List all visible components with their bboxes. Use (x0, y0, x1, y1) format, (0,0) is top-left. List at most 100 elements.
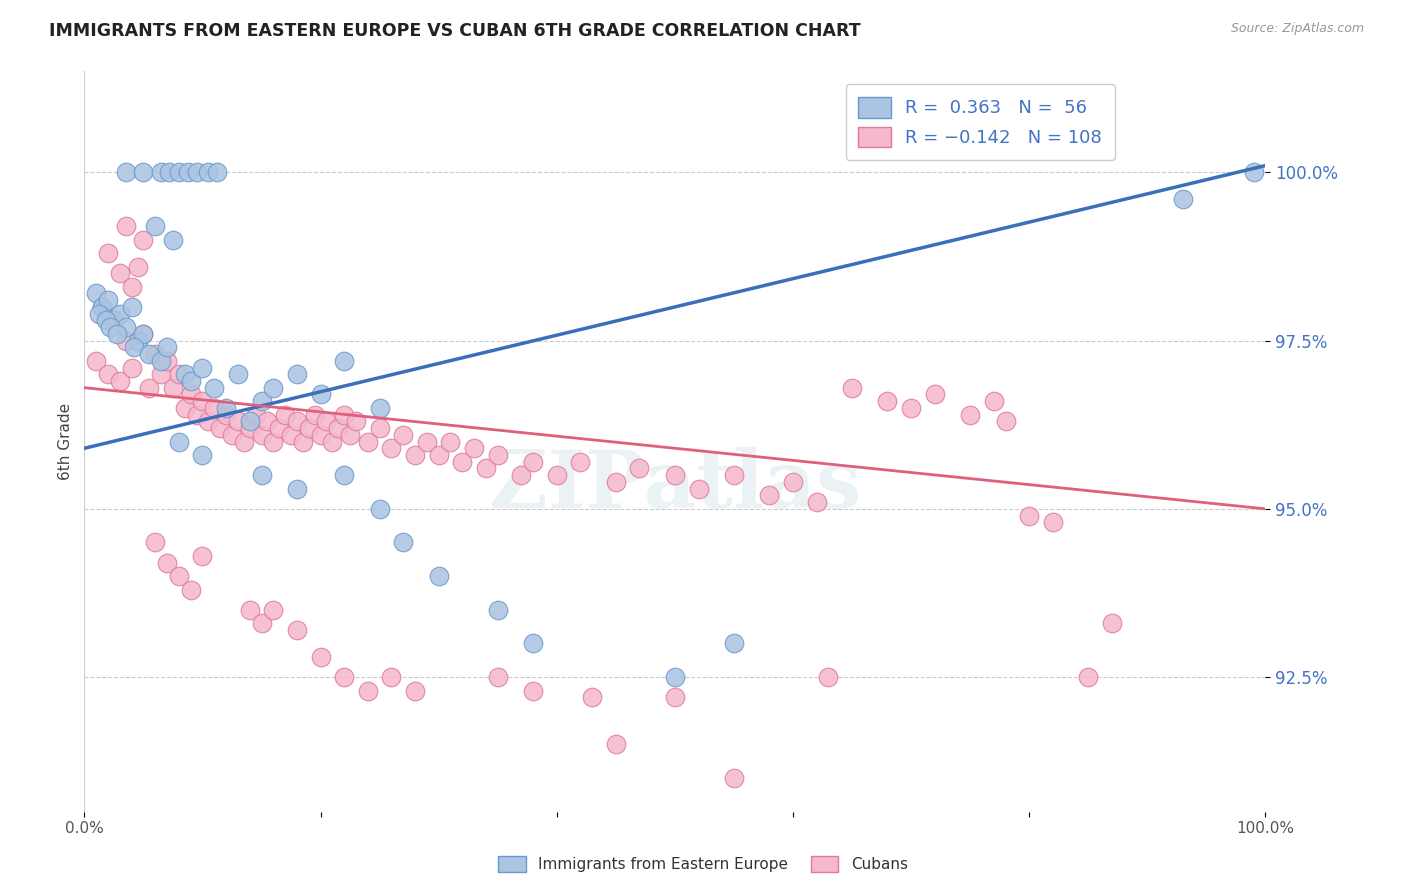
Point (186, 165, 208, 179)
Point (180, 387, 202, 401)
Point (108, 374, 131, 388)
Point (156, 340, 179, 354)
Point (569, 455, 592, 469)
Point (368, 401, 391, 415)
Point (463, 442, 485, 456)
Point (162, 381, 184, 395)
Point (486, 448, 509, 462)
Point (285, 623, 308, 637)
Point (97, 368, 120, 382)
Point (510, 468, 533, 483)
Point (333, 353, 356, 368)
Point (156, 353, 179, 368)
Point (404, 448, 426, 462)
Point (226, 368, 249, 382)
Point (239, 603, 262, 617)
Point (280, 427, 302, 442)
Point (321, 434, 343, 449)
Point (959, 408, 981, 422)
Point (107, 326, 129, 341)
Point (209, 421, 232, 435)
Point (167, 368, 190, 382)
Point (108, 266, 131, 280)
Point (250, 427, 273, 442)
Point (392, 535, 415, 549)
Point (98, 320, 121, 334)
Point (1042, 516, 1064, 530)
Point (404, 683, 426, 698)
Point (817, 670, 839, 684)
Point (256, 414, 278, 428)
Point (475, 461, 498, 475)
Point (723, 771, 745, 785)
Point (215, 401, 238, 415)
Point (628, 461, 651, 475)
Point (91, 300, 114, 314)
Point (269, 421, 291, 435)
Point (180, 582, 202, 597)
Point (392, 427, 415, 442)
Point (239, 421, 262, 435)
Point (451, 455, 474, 469)
Point (162, 233, 184, 247)
Point (309, 649, 332, 664)
Point (581, 690, 603, 705)
Point (368, 421, 391, 435)
Point (333, 670, 356, 684)
Point (688, 482, 710, 496)
Point (103, 313, 125, 327)
Point (97, 246, 120, 260)
Point (122, 340, 145, 354)
Point (285, 482, 308, 496)
Point (84, 353, 107, 368)
Point (380, 442, 402, 456)
Point (782, 475, 804, 489)
Point (758, 488, 780, 502)
Point (114, 165, 136, 179)
Point (239, 414, 262, 428)
Legend: Immigrants from Eastern Europe, Cubans: Immigrants from Eastern Europe, Cubans (491, 848, 915, 880)
Point (132, 326, 155, 341)
Point (143, 347, 166, 361)
Point (250, 468, 273, 483)
Point (380, 670, 402, 684)
Point (262, 603, 284, 617)
Point (664, 690, 686, 705)
Point (522, 455, 544, 469)
Point (723, 636, 745, 650)
Point (121, 360, 143, 375)
Point (121, 300, 143, 314)
Point (285, 368, 308, 382)
Point (664, 670, 686, 684)
Point (315, 414, 337, 428)
Point (357, 683, 380, 698)
Point (486, 670, 509, 684)
Text: ZIPatlas: ZIPatlas (489, 447, 860, 525)
Point (333, 468, 356, 483)
Point (202, 381, 225, 395)
Legend: R =  0.363   N =  56, R = −0.142   N = 108: R = 0.363 N = 56, R = −0.142 N = 108 (845, 84, 1115, 160)
Point (173, 368, 195, 382)
Point (132, 165, 155, 179)
Point (173, 401, 195, 415)
Point (924, 387, 946, 401)
Point (1077, 670, 1099, 684)
Point (427, 569, 450, 583)
Point (274, 408, 297, 422)
Point (191, 360, 214, 375)
Point (150, 368, 173, 382)
Point (143, 535, 166, 549)
Point (221, 427, 243, 442)
Point (605, 475, 627, 489)
Point (191, 549, 214, 563)
Point (806, 495, 828, 509)
Point (138, 381, 160, 395)
Point (1171, 192, 1194, 206)
Y-axis label: 6th Grade: 6th Grade (58, 403, 73, 480)
Point (114, 320, 136, 334)
Point (250, 394, 273, 409)
Point (150, 165, 173, 179)
Point (157, 165, 180, 179)
Point (87, 307, 110, 321)
Point (97, 293, 120, 308)
